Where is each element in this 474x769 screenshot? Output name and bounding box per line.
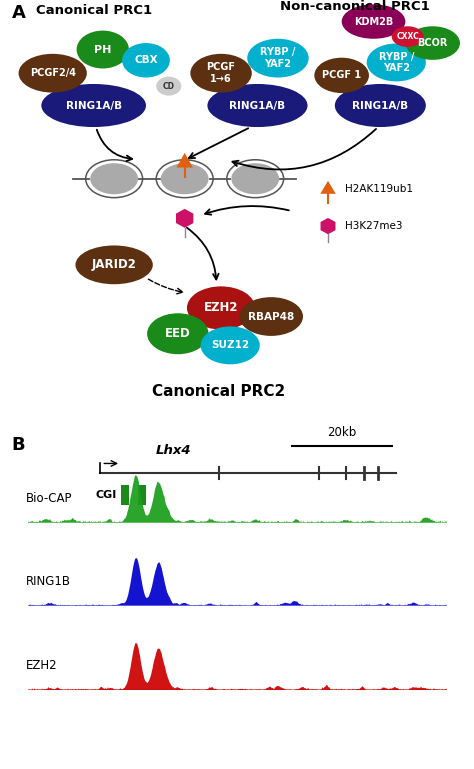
Text: H3K27me3: H3K27me3 bbox=[345, 221, 403, 231]
Text: JARID2: JARID2 bbox=[91, 258, 137, 271]
Ellipse shape bbox=[335, 84, 426, 127]
Text: PCGF
1→6: PCGF 1→6 bbox=[207, 62, 236, 84]
Text: RYBP /
YAF2: RYBP / YAF2 bbox=[260, 48, 296, 69]
Text: RING1B: RING1B bbox=[26, 574, 71, 588]
Text: RBAP48: RBAP48 bbox=[248, 311, 294, 321]
Text: RING1A/B: RING1A/B bbox=[229, 101, 285, 111]
Ellipse shape bbox=[208, 84, 308, 127]
Polygon shape bbox=[176, 209, 193, 228]
Text: RING1A/B: RING1A/B bbox=[65, 101, 122, 111]
Polygon shape bbox=[176, 153, 193, 168]
Ellipse shape bbox=[77, 31, 129, 68]
Ellipse shape bbox=[191, 54, 252, 92]
Ellipse shape bbox=[367, 44, 426, 82]
Text: CD: CD bbox=[163, 82, 175, 91]
Text: PH: PH bbox=[94, 45, 111, 55]
Ellipse shape bbox=[187, 286, 255, 329]
Ellipse shape bbox=[75, 245, 153, 285]
Text: CGI: CGI bbox=[95, 490, 117, 500]
Bar bbox=[138, 484, 146, 505]
Text: Lhx4: Lhx4 bbox=[155, 444, 191, 457]
Text: CBX: CBX bbox=[134, 55, 158, 65]
Text: EED: EED bbox=[165, 328, 191, 340]
Text: BCOR: BCOR bbox=[418, 38, 448, 48]
Bar bbox=[121, 484, 129, 505]
Ellipse shape bbox=[392, 26, 424, 47]
Text: CXXC: CXXC bbox=[396, 32, 419, 41]
Text: Canonical PRC1: Canonical PRC1 bbox=[36, 5, 152, 17]
Text: EZH2: EZH2 bbox=[26, 659, 57, 672]
Polygon shape bbox=[320, 181, 336, 194]
Ellipse shape bbox=[41, 84, 146, 127]
Ellipse shape bbox=[239, 297, 303, 336]
Ellipse shape bbox=[314, 58, 369, 93]
Ellipse shape bbox=[161, 163, 209, 195]
Ellipse shape bbox=[156, 77, 181, 95]
Text: Non-canonical PRC1: Non-canonical PRC1 bbox=[281, 0, 430, 13]
Text: H2AK119ub1: H2AK119ub1 bbox=[345, 184, 413, 194]
Text: Canonical PRC2: Canonical PRC2 bbox=[152, 384, 285, 399]
Ellipse shape bbox=[342, 5, 405, 38]
Text: RING1A/B: RING1A/B bbox=[352, 101, 409, 111]
Ellipse shape bbox=[231, 163, 279, 195]
Ellipse shape bbox=[122, 43, 170, 78]
Text: 20kb: 20kb bbox=[327, 426, 356, 439]
Text: A: A bbox=[12, 5, 26, 22]
Text: B: B bbox=[12, 436, 26, 454]
Ellipse shape bbox=[201, 326, 260, 365]
Ellipse shape bbox=[405, 26, 460, 60]
Ellipse shape bbox=[147, 313, 209, 355]
Ellipse shape bbox=[18, 54, 87, 92]
Text: PCGF2/4: PCGF2/4 bbox=[30, 68, 76, 78]
Ellipse shape bbox=[90, 163, 138, 195]
Polygon shape bbox=[320, 218, 336, 235]
Text: PCGF 1: PCGF 1 bbox=[322, 70, 361, 81]
Text: EZH2: EZH2 bbox=[204, 301, 238, 315]
Text: RYBP /
YAF2: RYBP / YAF2 bbox=[379, 52, 414, 73]
Ellipse shape bbox=[247, 38, 309, 78]
Text: Bio-CAP: Bio-CAP bbox=[26, 492, 72, 505]
Text: KDM2B: KDM2B bbox=[354, 16, 393, 27]
Text: SUZ12: SUZ12 bbox=[211, 341, 249, 351]
